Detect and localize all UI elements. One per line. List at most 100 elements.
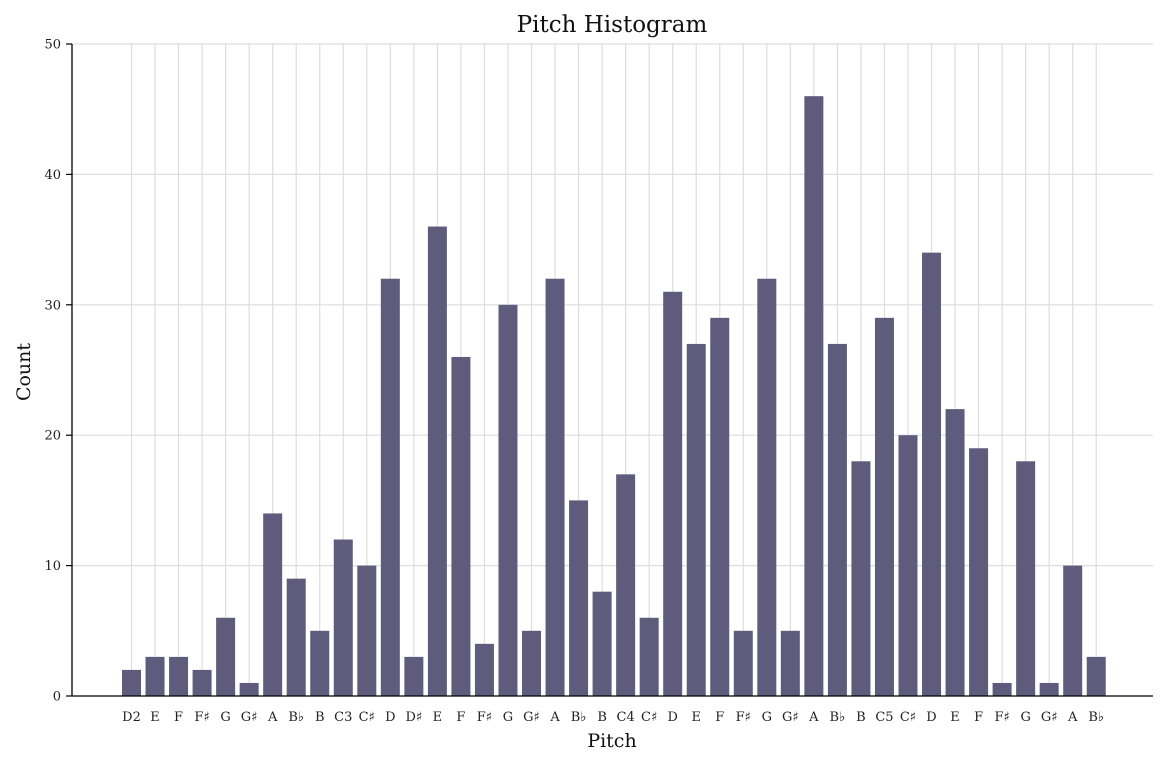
x-tick-label: B — [315, 710, 325, 725]
bar — [498, 304, 518, 696]
x-tick-label: G♯ — [241, 710, 258, 725]
x-tick-label: E — [691, 710, 701, 725]
x-tick-label: B♭ — [571, 710, 587, 725]
x-tick-label: C♯ — [641, 710, 657, 725]
bar — [286, 578, 306, 696]
bar — [239, 682, 259, 696]
x-tick-label: G — [762, 710, 772, 725]
bar — [451, 356, 471, 696]
bar — [1039, 682, 1059, 696]
x-tick-label: F — [456, 710, 465, 725]
y-tick-label: 0 — [53, 690, 61, 705]
x-tick-label: G — [220, 710, 230, 725]
x-axis-label: Pitch — [587, 730, 636, 752]
bar — [333, 539, 353, 696]
bar — [216, 617, 236, 696]
bar — [969, 448, 989, 696]
x-tick-label: B♭ — [288, 710, 304, 725]
x-tick-label: F♯ — [194, 710, 209, 725]
bar — [569, 500, 589, 696]
x-tick-label: F — [174, 710, 183, 725]
y-ticks-layer: 0 10 20 30 40 50 — [44, 38, 72, 705]
x-tick-label: A — [1067, 710, 1078, 725]
bar — [780, 630, 800, 696]
x-tick-label: F♯ — [994, 710, 1009, 725]
bar — [122, 669, 141, 696]
bar — [733, 630, 753, 696]
bar — [310, 630, 330, 696]
x-tick-label: G♯ — [523, 710, 540, 725]
bar — [945, 409, 965, 696]
bar — [145, 656, 165, 696]
x-tick-label: G — [503, 710, 513, 725]
x-tick-label: G♯ — [1041, 710, 1058, 725]
x-tick-label: D — [667, 710, 677, 725]
bar — [874, 317, 894, 696]
bar — [851, 461, 871, 696]
bar — [545, 278, 565, 696]
y-tick-label: 30 — [44, 298, 61, 313]
x-tick-label: F♯ — [736, 710, 751, 725]
x-tick-label: G — [1020, 710, 1030, 725]
x-tick-label: D — [926, 710, 936, 725]
x-tick-label: D♯ — [406, 710, 423, 725]
x-tick-label: B♭ — [1088, 710, 1104, 725]
bar — [404, 656, 424, 696]
x-tick-label: D — [385, 710, 395, 725]
bar — [169, 656, 189, 696]
x-tick-label: G♯ — [782, 710, 799, 725]
x-tick-label: E — [433, 710, 443, 725]
bar — [710, 317, 730, 696]
bar — [474, 643, 494, 696]
x-tick-label: F — [715, 710, 724, 725]
x-tick-label: A — [549, 710, 560, 725]
x-tick-label: C♯ — [900, 710, 916, 725]
y-tick-label: 10 — [44, 559, 61, 574]
bar — [898, 435, 918, 696]
y-tick-label: 40 — [44, 168, 61, 183]
y-axis-label: Count — [13, 343, 35, 401]
y-tick-label: 20 — [44, 429, 61, 444]
bar — [616, 474, 636, 696]
x-tick-label: F♯ — [477, 710, 492, 725]
x-tick-label: F — [974, 710, 983, 725]
x-tick-label: C♯ — [359, 710, 375, 725]
bar — [592, 591, 612, 696]
grid-layer — [72, 43, 1153, 696]
bar — [357, 565, 377, 696]
x-tick-label: E — [150, 710, 160, 725]
bar — [757, 278, 777, 696]
y-tick-label: 50 — [44, 38, 61, 53]
bar — [922, 252, 942, 696]
bar — [827, 343, 847, 696]
x-tick-label: C5 — [875, 710, 893, 725]
chart-title: Pitch Histogram — [517, 12, 708, 38]
bar — [522, 630, 542, 696]
bar — [380, 278, 400, 696]
bar — [1086, 656, 1106, 696]
bar — [686, 343, 706, 696]
bar — [1016, 461, 1036, 696]
x-tick-label: A — [267, 710, 278, 725]
axes-layer — [71, 44, 1153, 697]
x-tick-label: E — [950, 710, 960, 725]
bar — [992, 682, 1012, 696]
x-ticks-layer: D2 E F F♯ G G♯ A B♭ B C3 C♯ D D♯ E F F♯ G G♯ A B♭ B C4 C♯ D E F F♯… — [122, 710, 1104, 725]
bar — [263, 513, 283, 696]
bar — [663, 291, 683, 696]
bar — [192, 669, 212, 696]
x-tick-label: A — [808, 710, 819, 725]
x-tick-label: C4 — [617, 710, 635, 725]
x-tick-label: B — [856, 710, 866, 725]
bar — [427, 226, 447, 696]
bars-layer — [122, 96, 1106, 696]
x-tick-label: C3 — [334, 710, 352, 725]
x-tick-label: D2 — [122, 710, 141, 725]
bar — [1063, 565, 1083, 696]
bar — [804, 96, 824, 696]
x-tick-label: B♭ — [830, 710, 846, 725]
x-tick-label: B — [597, 710, 607, 725]
bar — [639, 617, 659, 696]
